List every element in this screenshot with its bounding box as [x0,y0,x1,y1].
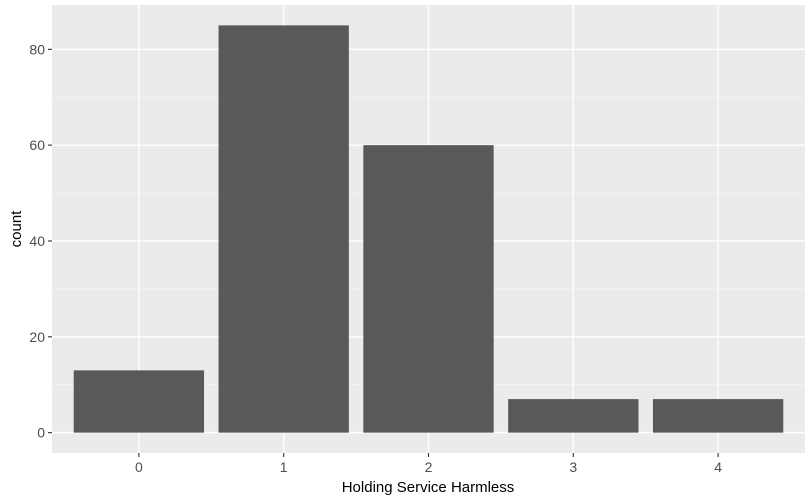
bars [73,25,784,433]
bar-1 [218,25,349,433]
y-tick-label: 40 [29,233,45,249]
y-tick-label: 80 [29,41,45,57]
bar-0 [73,370,205,433]
x-axis-title: Holding Service Harmless [342,479,515,496]
x-tick-label: 2 [425,459,433,475]
bar-4 [652,399,784,433]
y-tick-label: 0 [37,425,45,441]
y-tick-label: 60 [29,137,45,153]
y-axis-title: count [8,210,25,248]
y-tick-label: 20 [29,329,45,345]
x-tick-label: 0 [135,459,143,475]
x-tick-label: 3 [569,459,577,475]
bar-3 [508,399,639,433]
x-tick-label: 4 [714,459,722,475]
bar-2 [363,145,494,433]
axes: 0 20 40 60 80 0 1 2 3 4 [29,41,722,475]
x-tick-label: 1 [280,459,288,475]
